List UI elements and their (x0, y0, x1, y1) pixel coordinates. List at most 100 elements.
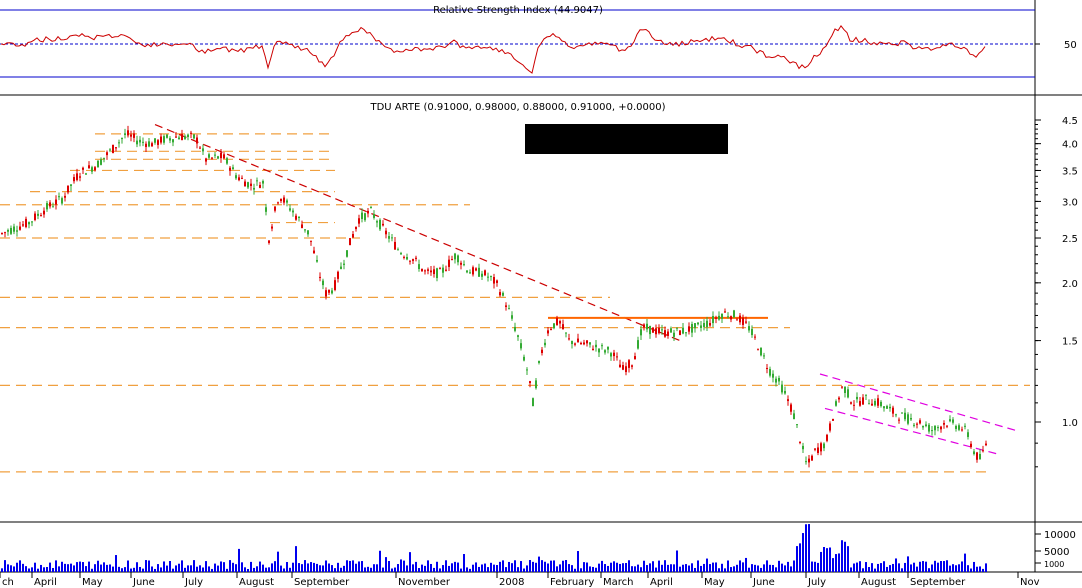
volume-bar (37, 568, 39, 572)
price-title: TDU ARTE (0.91000, 0.98000, 0.88000, 0.9… (370, 102, 666, 113)
candle-body (718, 315, 720, 320)
volume-bar (205, 561, 207, 572)
volume-bar (541, 560, 543, 572)
candle-body (796, 424, 798, 426)
candle-body (886, 406, 888, 409)
candle-body (817, 447, 819, 453)
volume-bar (340, 567, 342, 572)
volume-bar (322, 565, 324, 572)
volume-bar (892, 563, 894, 572)
candle-body (751, 328, 753, 336)
candle-body (832, 418, 834, 421)
candle-body (514, 326, 516, 331)
x-tick-label: May (82, 577, 103, 588)
candle-body (136, 140, 138, 145)
candle-body (1, 232, 3, 234)
volume-bar (799, 543, 801, 572)
candle-body (322, 280, 324, 286)
candle-body (784, 390, 786, 394)
candle-body (202, 148, 204, 152)
candle-body (226, 158, 228, 164)
volume-bar (409, 552, 411, 572)
x-tick-label: June (752, 577, 775, 588)
candle-body (877, 398, 879, 406)
volume-bar (310, 562, 312, 572)
candle-body (949, 419, 951, 422)
volume-bar (715, 562, 717, 572)
candle-body (160, 136, 162, 143)
volume-bar (460, 568, 462, 572)
price-tick-label: 4.5 (1062, 116, 1078, 127)
volume-bar (772, 564, 774, 572)
x-tick-label: Nov (1020, 577, 1040, 588)
candle-body (373, 214, 375, 218)
candle-body (91, 167, 93, 172)
candle-body (823, 443, 825, 449)
candle-body (382, 223, 384, 226)
candle-body (181, 134, 183, 141)
candle-body (847, 389, 849, 398)
candle-body (100, 159, 102, 165)
volume-bar (706, 558, 708, 572)
candle-body (715, 317, 717, 319)
candle-body (292, 210, 294, 213)
candle-body (127, 130, 129, 136)
volume-bar (115, 555, 117, 572)
candle-body (205, 158, 207, 162)
volume-bar (673, 564, 675, 572)
volume-bar (430, 563, 432, 572)
volume-bar (898, 563, 900, 572)
candle-body (295, 215, 297, 220)
volume-bar (667, 564, 669, 572)
x-tick-label: September (294, 577, 350, 588)
volume-bar (838, 553, 840, 572)
volume-bar (280, 565, 282, 572)
volume-bar (826, 548, 828, 572)
volume-bar (976, 566, 978, 572)
volume-bar (337, 562, 339, 572)
volume-bar (817, 562, 819, 572)
candle-body (610, 353, 612, 357)
volume-panel: 10000 5000 1000 (1, 524, 1076, 572)
candle-body (676, 327, 678, 329)
candle-body (814, 448, 816, 450)
volume-bar (439, 568, 441, 572)
candle-body (685, 332, 687, 334)
candle-body (802, 445, 804, 450)
candle-body (169, 138, 171, 141)
candle-body (196, 137, 198, 144)
volume-bar (565, 560, 567, 572)
candle-body (721, 313, 723, 319)
candle-body (175, 136, 177, 138)
price-tick-label: 4.0 (1062, 140, 1078, 151)
candle-body (454, 253, 456, 260)
volume-bar (595, 567, 597, 572)
volume-bar (463, 554, 465, 572)
volume-bar (40, 564, 42, 572)
candle-body (397, 249, 399, 251)
candle-body (238, 177, 240, 181)
candle-body (520, 343, 522, 349)
candle-body (958, 425, 960, 430)
candle-body (577, 338, 579, 343)
candle-body (628, 360, 630, 368)
volume-bar (283, 568, 285, 572)
candle-body (133, 133, 135, 138)
volume-bar (133, 567, 135, 572)
volume-bar (190, 565, 192, 572)
candle-body (190, 132, 192, 134)
candle-body (433, 269, 435, 275)
volume-tick-label: 10000 (1044, 530, 1076, 541)
volume-bar (406, 565, 408, 572)
candle-body (550, 328, 552, 330)
volume-bar (868, 567, 870, 572)
candle-body (223, 154, 225, 159)
candle-body (28, 222, 30, 225)
candle-body (340, 266, 342, 269)
candle-body (883, 406, 885, 409)
candle-body (331, 290, 333, 294)
candle-body (559, 321, 561, 324)
volume-bar (469, 568, 471, 572)
candle-body (601, 345, 603, 347)
volume-bar (193, 560, 195, 572)
